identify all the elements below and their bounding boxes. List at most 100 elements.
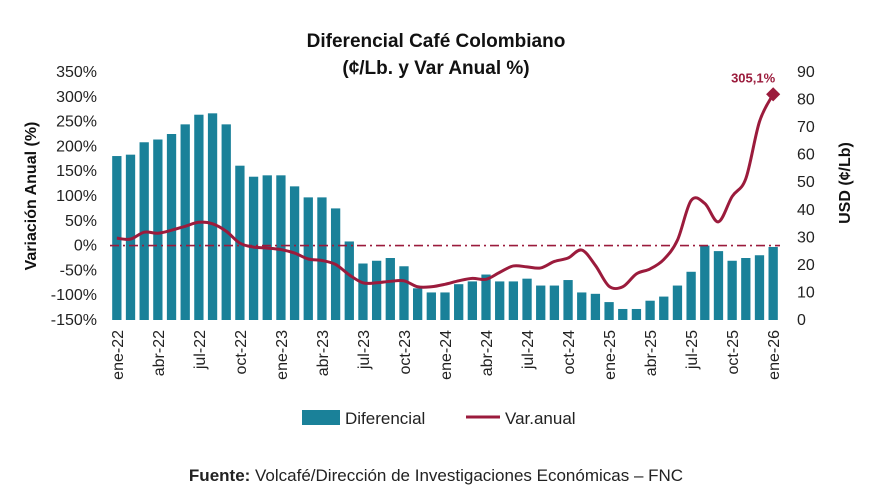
bar-diferencial <box>713 251 724 320</box>
legend-swatch-diferencial <box>302 410 340 425</box>
right-tick-label: 60 <box>797 147 815 164</box>
right-tick-label: 50 <box>797 174 815 191</box>
bar-diferencial <box>618 308 628 320</box>
left-tick-label: -100% <box>51 287 97 304</box>
left-tick-label: 300% <box>56 89 97 106</box>
x-tick-label: oct-24 <box>561 330 578 375</box>
bar-diferencial <box>563 280 573 320</box>
x-tick-label: oct-25 <box>725 330 742 375</box>
bar-diferencial <box>112 156 122 320</box>
x-tick-label: oct-23 <box>397 330 414 375</box>
x-tick-label: ene-23 <box>274 330 291 380</box>
legend-label-diferencial: Diferencial <box>345 409 425 428</box>
bar-diferencial <box>577 292 587 320</box>
right-tick-label: 30 <box>797 229 815 246</box>
right-tick-label: 90 <box>797 64 815 81</box>
bar-diferencial <box>413 288 423 320</box>
bar-diferencial <box>166 134 177 320</box>
x-tick-label: jul-25 <box>684 330 701 370</box>
line-series-var-anual <box>116 87 781 291</box>
chart-title-line1: Diferencial Café Colombiano <box>307 31 566 52</box>
right-tick-label: 70 <box>797 119 815 136</box>
right-tick-label: 80 <box>797 92 815 109</box>
bar-diferencial <box>508 281 519 320</box>
bar-diferencial <box>467 281 477 320</box>
source-text: Volcafé/Dirección de Investigaciones Eco… <box>250 466 684 485</box>
right-tick-label: 0 <box>797 312 806 329</box>
x-tick-label: jul-22 <box>192 330 209 370</box>
x-tick-label: oct-22 <box>233 330 250 375</box>
bar-diferencial <box>768 246 778 320</box>
bar-diferencial <box>604 302 614 320</box>
x-tick-label: abr-24 <box>479 330 496 376</box>
bar-diferencial <box>426 292 436 320</box>
bar-diferencial <box>754 255 765 320</box>
bar-diferencial <box>207 113 218 320</box>
x-tick-label: abr-23 <box>315 330 332 376</box>
right-tick-label: 40 <box>797 202 815 219</box>
left-tick-label: -50% <box>60 262 97 279</box>
bar-diferencial <box>276 175 286 320</box>
bar-diferencial <box>659 296 669 320</box>
chart-title-line2: (¢/Lb. y Var Anual %) <box>342 58 529 79</box>
bar-diferencial <box>741 258 751 320</box>
bar-diferencial <box>522 278 532 320</box>
left-axis-ticks: 350% 300% 250% 200% 150% 100% 50% 0% -50% -100% -1… <box>51 64 97 329</box>
left-tick-label: 250% <box>56 114 97 131</box>
bar-series-diferencial <box>112 113 778 320</box>
left-tick-label: 200% <box>56 138 97 155</box>
bar-diferencial <box>727 260 737 320</box>
bar-diferencial <box>399 266 409 320</box>
legend: Diferencial Var.anual <box>302 409 576 428</box>
source-label: Fuente: <box>188 466 251 485</box>
left-axis-label: Variación Anual (%) <box>23 122 40 271</box>
bar-diferencial <box>317 197 327 320</box>
bar-diferencial <box>536 285 546 320</box>
bar-diferencial <box>344 241 354 320</box>
bar-diferencial <box>590 293 601 320</box>
left-tick-label: -150% <box>51 312 97 329</box>
bar-diferencial <box>700 245 710 320</box>
left-tick-label: 100% <box>56 188 97 205</box>
left-tick-label: 50% <box>65 213 97 230</box>
x-axis-ticks: ene-22 abr-22 jul-22 oct-22 ene-23 abr-23 jul-… <box>110 330 783 380</box>
bar-diferencial <box>495 281 505 320</box>
right-tick-label: 20 <box>797 257 815 274</box>
bar-diferencial <box>180 124 190 320</box>
x-tick-label: abr-25 <box>643 330 660 376</box>
right-axis-ticks: 90 80 70 60 50 40 30 20 10 0 <box>797 64 815 329</box>
x-tick-label: abr-22 <box>151 330 168 376</box>
x-tick-label: jul-24 <box>520 330 537 370</box>
bar-diferencial <box>440 292 450 320</box>
left-tick-label: 0% <box>74 238 97 255</box>
bar-diferencial <box>631 308 642 320</box>
x-tick-label: ene-22 <box>110 330 127 380</box>
last-value-annotation: 305,1% <box>731 70 776 85</box>
bar-diferencial <box>153 139 163 320</box>
legend-label-var-anual: Var.anual <box>505 409 576 428</box>
x-tick-label: jul-23 <box>356 330 373 370</box>
last-point-marker <box>766 87 781 102</box>
x-tick-label: ene-26 <box>766 330 783 380</box>
bar-diferencial <box>549 285 560 320</box>
bar-diferencial <box>385 258 395 320</box>
bar-diferencial <box>221 124 231 320</box>
right-axis-label: USD (¢/Lb) <box>837 142 854 224</box>
bar-diferencial <box>686 271 696 320</box>
x-tick-label: ene-25 <box>602 330 619 380</box>
bar-diferencial <box>358 263 368 320</box>
left-tick-label: 150% <box>56 163 97 180</box>
source-note: Fuente: Volcafé/Dirección de Investigaci… <box>0 466 872 486</box>
bar-diferencial <box>645 300 655 320</box>
bar-diferencial <box>672 285 683 320</box>
bar-diferencial <box>481 274 491 320</box>
bar-diferencial <box>125 154 136 320</box>
bar-diferencial <box>454 284 464 320</box>
x-tick-label: ene-24 <box>438 330 455 380</box>
right-tick-label: 10 <box>797 284 815 301</box>
bar-diferencial <box>371 260 382 320</box>
line-var-anual <box>116 93 775 291</box>
bar-diferencial <box>194 114 204 320</box>
left-tick-label: 350% <box>56 64 97 81</box>
